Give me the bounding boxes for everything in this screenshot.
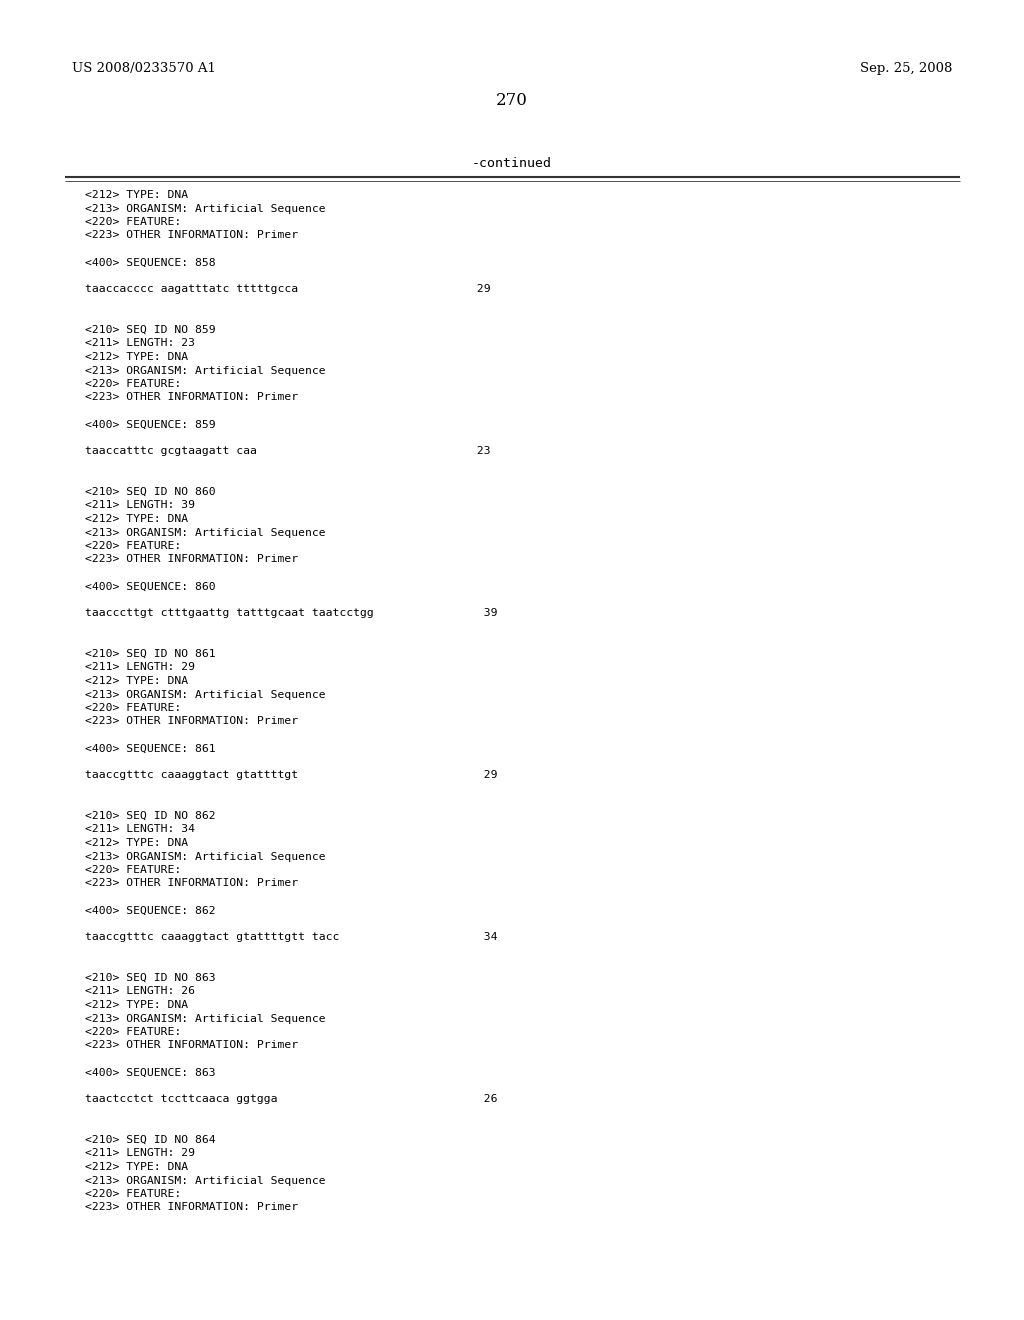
Text: -continued: -continued <box>472 157 552 170</box>
Text: <213> ORGANISM: Artificial Sequence: <213> ORGANISM: Artificial Sequence <box>85 528 326 537</box>
Text: <223> OTHER INFORMATION: Primer: <223> OTHER INFORMATION: Primer <box>85 231 298 240</box>
Text: <210> SEQ ID NO 861: <210> SEQ ID NO 861 <box>85 649 216 659</box>
Text: <213> ORGANISM: Artificial Sequence: <213> ORGANISM: Artificial Sequence <box>85 366 326 375</box>
Text: <212> TYPE: DNA: <212> TYPE: DNA <box>85 838 188 847</box>
Text: <210> SEQ ID NO 862: <210> SEQ ID NO 862 <box>85 810 216 821</box>
Text: <211> LENGTH: 34: <211> LENGTH: 34 <box>85 825 195 834</box>
Text: <212> TYPE: DNA: <212> TYPE: DNA <box>85 352 188 362</box>
Text: <400> SEQUENCE: 862: <400> SEQUENCE: 862 <box>85 906 216 916</box>
Text: taaccatttc gcgtaagatt caa                                23: taaccatttc gcgtaagatt caa 23 <box>85 446 490 457</box>
Text: <212> TYPE: DNA: <212> TYPE: DNA <box>85 513 188 524</box>
Text: <211> LENGTH: 23: <211> LENGTH: 23 <box>85 338 195 348</box>
Text: <213> ORGANISM: Artificial Sequence: <213> ORGANISM: Artificial Sequence <box>85 203 326 214</box>
Text: Sep. 25, 2008: Sep. 25, 2008 <box>859 62 952 75</box>
Text: 270: 270 <box>496 92 528 110</box>
Text: <220> FEATURE:: <220> FEATURE: <box>85 1027 181 1038</box>
Text: <223> OTHER INFORMATION: Primer: <223> OTHER INFORMATION: Primer <box>85 392 298 403</box>
Text: <223> OTHER INFORMATION: Primer: <223> OTHER INFORMATION: Primer <box>85 554 298 565</box>
Text: <220> FEATURE:: <220> FEATURE: <box>85 216 181 227</box>
Text: taactcctct tccttcaaca ggtgga                              26: taactcctct tccttcaaca ggtgga 26 <box>85 1094 498 1105</box>
Text: <213> ORGANISM: Artificial Sequence: <213> ORGANISM: Artificial Sequence <box>85 1176 326 1185</box>
Text: <210> SEQ ID NO 863: <210> SEQ ID NO 863 <box>85 973 216 983</box>
Text: <211> LENGTH: 29: <211> LENGTH: 29 <box>85 1148 195 1159</box>
Text: <210> SEQ ID NO 864: <210> SEQ ID NO 864 <box>85 1135 216 1144</box>
Text: <400> SEQUENCE: 858: <400> SEQUENCE: 858 <box>85 257 216 268</box>
Text: <400> SEQUENCE: 860: <400> SEQUENCE: 860 <box>85 582 216 591</box>
Text: taacccttgt ctttgaattg tatttgcaat taatcctgg                39: taacccttgt ctttgaattg tatttgcaat taatcct… <box>85 609 498 619</box>
Text: <211> LENGTH: 26: <211> LENGTH: 26 <box>85 986 195 997</box>
Text: <223> OTHER INFORMATION: Primer: <223> OTHER INFORMATION: Primer <box>85 1040 298 1051</box>
Text: <223> OTHER INFORMATION: Primer: <223> OTHER INFORMATION: Primer <box>85 717 298 726</box>
Text: <400> SEQUENCE: 861: <400> SEQUENCE: 861 <box>85 743 216 754</box>
Text: <212> TYPE: DNA: <212> TYPE: DNA <box>85 1001 188 1010</box>
Text: <220> FEATURE:: <220> FEATURE: <box>85 1189 181 1199</box>
Text: taaccgtttc caaaggtact gtattttgt                           29: taaccgtttc caaaggtact gtattttgt 29 <box>85 771 498 780</box>
Text: <223> OTHER INFORMATION: Primer: <223> OTHER INFORMATION: Primer <box>85 879 298 888</box>
Text: <213> ORGANISM: Artificial Sequence: <213> ORGANISM: Artificial Sequence <box>85 851 326 862</box>
Text: <212> TYPE: DNA: <212> TYPE: DNA <box>85 1162 188 1172</box>
Text: <210> SEQ ID NO 859: <210> SEQ ID NO 859 <box>85 325 216 335</box>
Text: US 2008/0233570 A1: US 2008/0233570 A1 <box>72 62 216 75</box>
Text: <212> TYPE: DNA: <212> TYPE: DNA <box>85 676 188 686</box>
Text: <213> ORGANISM: Artificial Sequence: <213> ORGANISM: Artificial Sequence <box>85 1014 326 1023</box>
Text: <400> SEQUENCE: 859: <400> SEQUENCE: 859 <box>85 420 216 429</box>
Text: <211> LENGTH: 29: <211> LENGTH: 29 <box>85 663 195 672</box>
Text: taaccgtttc caaaggtact gtattttgtt tacc                     34: taaccgtttc caaaggtact gtattttgtt tacc 34 <box>85 932 498 942</box>
Text: <223> OTHER INFORMATION: Primer: <223> OTHER INFORMATION: Primer <box>85 1203 298 1213</box>
Text: <220> FEATURE:: <220> FEATURE: <box>85 865 181 875</box>
Text: <210> SEQ ID NO 860: <210> SEQ ID NO 860 <box>85 487 216 498</box>
Text: <220> FEATURE:: <220> FEATURE: <box>85 379 181 389</box>
Text: taaccacccc aagatttatc tttttgcca                          29: taaccacccc aagatttatc tttttgcca 29 <box>85 285 490 294</box>
Text: <220> FEATURE:: <220> FEATURE: <box>85 704 181 713</box>
Text: <211> LENGTH: 39: <211> LENGTH: 39 <box>85 500 195 511</box>
Text: <213> ORGANISM: Artificial Sequence: <213> ORGANISM: Artificial Sequence <box>85 689 326 700</box>
Text: <212> TYPE: DNA: <212> TYPE: DNA <box>85 190 188 201</box>
Text: <400> SEQUENCE: 863: <400> SEQUENCE: 863 <box>85 1068 216 1077</box>
Text: <220> FEATURE:: <220> FEATURE: <box>85 541 181 550</box>
